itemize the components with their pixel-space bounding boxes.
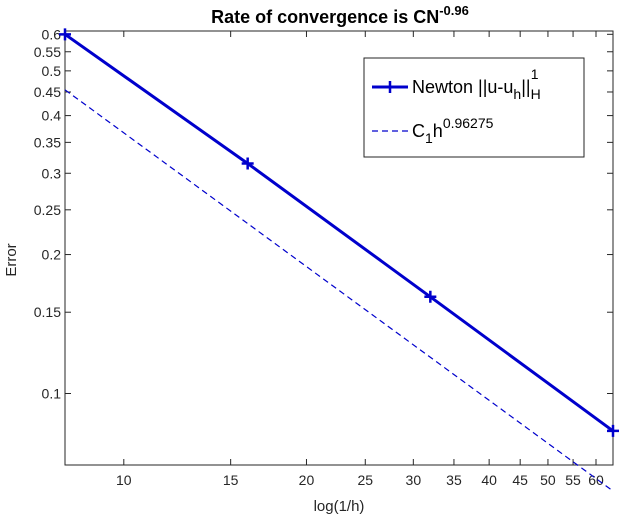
legend-newton-sub: h (513, 86, 521, 102)
y-tick-label: 0.55 (34, 44, 61, 60)
x-tick-label: 15 (223, 472, 239, 488)
plot-area-frame (64, 30, 614, 466)
x-tick-label: 35 (446, 472, 462, 488)
x-axis-ticks: 10 15 20 25 30 35 40 45 50 55 60 (116, 31, 604, 488)
series-newton-point (607, 424, 619, 437)
y-tick-label: 0.25 (34, 202, 61, 218)
chart-title: Rate of convergence is CN-0.96 (211, 3, 469, 27)
y-tick-label: 0.1 (42, 385, 62, 401)
x-tick-label: 50 (540, 472, 556, 488)
y-tick-label: 0.2 (42, 247, 62, 263)
legend-box (363, 57, 585, 158)
legend-fit-main: C (412, 121, 425, 141)
x-tick-label: 40 (481, 472, 497, 488)
chart-title-exponent: -0.96 (439, 3, 469, 18)
legend-fit-sub: 1 (425, 130, 433, 146)
series-newton-point (241, 157, 254, 170)
y-tick-label: 0.4 (42, 108, 62, 124)
legend-newton-main: Newton ||u-u (412, 77, 513, 97)
x-tick-label: 55 (565, 472, 581, 488)
series-fit-line (64, 89, 614, 492)
y-tick-label: 0.15 (34, 304, 61, 320)
y-axis-label: Error (3, 243, 20, 276)
legend-label-fit: C1h0.96275 (412, 115, 494, 146)
legend-marker-newton (384, 81, 396, 93)
x-tick-label: 10 (116, 472, 132, 488)
series-newton-line (64, 33, 614, 433)
y-tick-label: 0.5 (42, 63, 62, 79)
y-tick-label: 0.45 (34, 84, 61, 100)
legend-fit-mid: h (433, 121, 443, 141)
series-newton-point (424, 290, 437, 303)
y-tick-label: 0.3 (42, 165, 62, 181)
x-tick-label: 25 (357, 472, 373, 488)
y-tick-label: 0.6 (42, 26, 62, 42)
chart-title-main: Rate of convergence is CN (211, 7, 439, 27)
legend-newton-sup2: 1 (531, 66, 539, 82)
legend-newton-mid: || (521, 77, 530, 97)
legend-label-newton: Newton ||u-uh||H 1 (412, 66, 541, 102)
y-tick-label: 0.35 (34, 134, 61, 150)
x-tick-label: 20 (299, 472, 315, 488)
legend-fit-sup: 0.96275 (443, 115, 494, 131)
legend: Newton ||u-uh||H1 C1h0.96275 (363, 57, 585, 158)
series-layer (59, 28, 619, 492)
x-tick-label: 45 (512, 472, 528, 488)
x-tick-label: 30 (406, 472, 422, 488)
series-newton-point (59, 28, 71, 41)
x-axis-label: log(1/h) (314, 498, 365, 515)
y-axis-ticks: 0.1 0.15 0.2 0.25 0.3 0.35 0.4 0.45 0.5 0.55 0.6 (34, 26, 613, 401)
legend-newton-sub2: H (531, 86, 541, 102)
